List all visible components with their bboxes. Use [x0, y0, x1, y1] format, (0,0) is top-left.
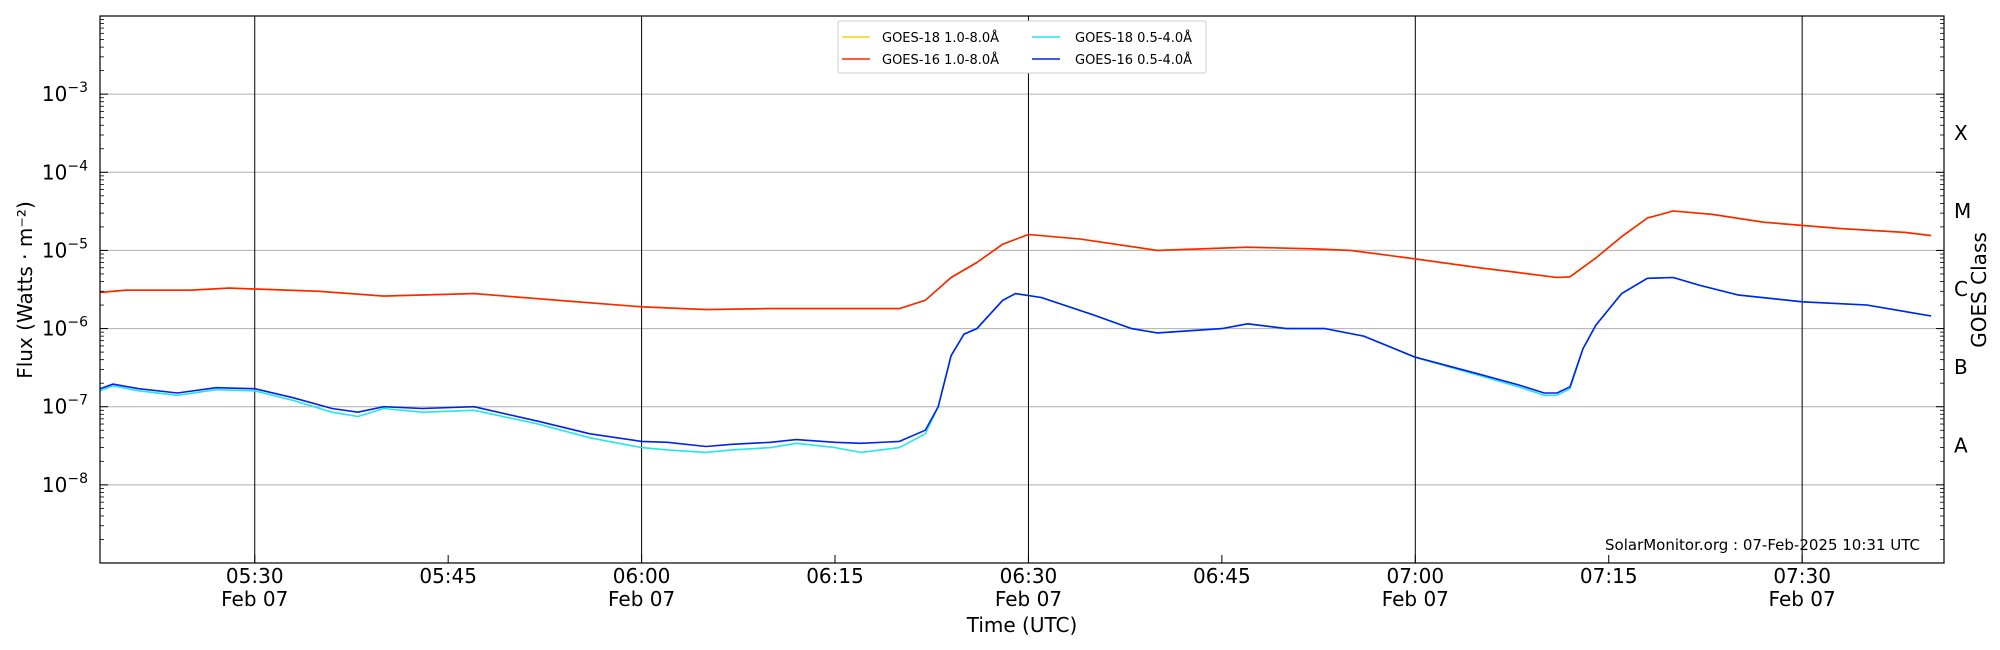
goes-class-label: M: [1954, 199, 1971, 223]
x-tick-label-date: Feb 07: [221, 587, 288, 611]
y-tick-label: 10−3: [42, 80, 88, 106]
x-tick-label-date: Feb 07: [1382, 587, 1449, 611]
x-axis-title: Time (UTC): [966, 613, 1078, 637]
x-tick-label-time: 06:30: [1000, 564, 1058, 588]
legend-label-goes18-short: GOES-18 0.5-4.0Å: [1075, 30, 1192, 46]
legend-label-goes16-short: GOES-16 0.5-4.0Å: [1075, 52, 1192, 68]
x-tick-label-time: 05:45: [419, 564, 477, 588]
x-tick-label-time: 07:00: [1386, 564, 1444, 588]
y-tick-label: 10−5: [42, 236, 88, 262]
x-tick-label-time: 07:15: [1580, 564, 1638, 588]
legend-label-goes18-long: GOES-18 1.0-8.0Å: [882, 30, 999, 46]
y-tick-label: 10−4: [42, 158, 88, 184]
y-axis: 10−8 10−7 10−6 10−5 10−4 10−3: [42, 19, 1944, 540]
series-lines: [99, 210, 1932, 454]
goes-class-label: C: [1954, 277, 1968, 301]
legend-box: [837, 20, 1207, 74]
goes-class-axis-title: GOES Class: [1967, 232, 1991, 348]
x-tick-label-date: Feb 07: [608, 587, 675, 611]
x-tick-label-time: 05:30: [226, 564, 284, 588]
goes-class-label: B: [1954, 355, 1968, 379]
x-tick-label-date: Feb 07: [1769, 587, 1836, 611]
y-tick-label: 10−6: [42, 315, 88, 341]
x-tick-label-date: Feb 07: [995, 587, 1062, 611]
series-line-goes16-long: [99, 210, 1932, 311]
y-tick-label: 10−8: [42, 471, 88, 497]
goes-class-label: A: [1954, 433, 1968, 457]
legend: GOES-18 1.0-8.0Å GOES-16 1.0-8.0Å GOES-1…: [837, 20, 1207, 74]
goes-class-axis: A B C M X: [1954, 121, 1971, 458]
x-tick-label-time: 06:15: [806, 564, 864, 588]
grid: [100, 16, 1944, 563]
series-line-goes18-short: [99, 276, 1932, 454]
plot-area-frame: [99, 15, 1945, 564]
goes-class-label: X: [1954, 121, 1968, 145]
x-tick-label-time: 07:30: [1773, 564, 1831, 588]
legend-label-goes16-long: GOES-16 1.0-8.0Å: [882, 52, 999, 68]
x-tick-label-time: 06:00: [613, 564, 671, 588]
series-line-goes16-short: [99, 276, 1932, 448]
y-axis-title: Flux (Watts · m⁻²): [13, 201, 37, 379]
y-tick-label: 10−7: [42, 393, 88, 419]
credit-text: SolarMonitor.org : 07-Feb-2025 10:31 UTC: [1605, 536, 1920, 554]
x-tick-label-time: 06:45: [1193, 564, 1251, 588]
